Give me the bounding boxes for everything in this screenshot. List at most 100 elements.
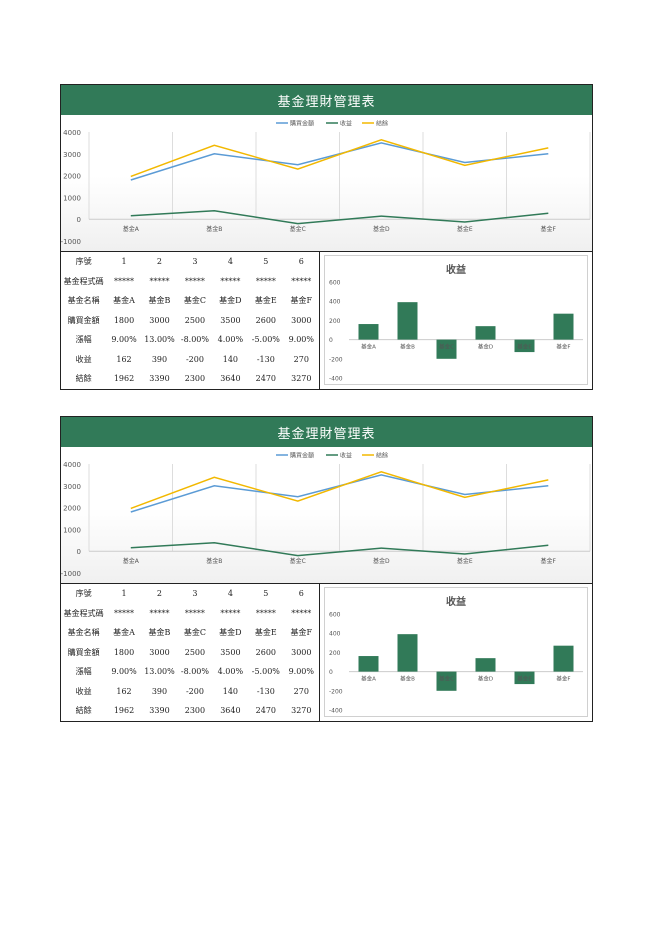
table-cell: 2500 (184, 647, 206, 657)
table-cell: 基金E (254, 628, 277, 638)
fund-table: 序號 1 2 3 4 5 6 基金程式碼 ***** ***** ***** ***** ***** **… (61, 252, 320, 389)
y-tick-label: -1000 (61, 238, 81, 246)
table-cell: 390 (151, 686, 168, 696)
table-cell: 2 (156, 589, 163, 599)
table-cell: 基金C (183, 296, 206, 306)
table-cell: 2600 (255, 647, 277, 657)
table-cell: 5 (263, 589, 269, 599)
y-tick-label: 4000 (63, 461, 81, 469)
bar-chart-svg: 收益 600 400 200 0 -200 -400 基金A 基金B 基金C 基金D 基金E 基金F (329, 263, 583, 383)
table-cell: ***** (255, 276, 276, 286)
table-row: 購買金額 1800 3000 2500 3500 2600 3000 (61, 643, 319, 663)
y-tick-label: 1000 (63, 526, 81, 534)
line-chart: 4000 3000 2000 1000 0 -1000 基金A 基金B 基金C 基金D 基金E 基金F… (61, 115, 592, 252)
table-cell: 2470 (255, 374, 277, 384)
x-tick-label: 基金A (123, 557, 140, 565)
y-tick-label: 600 (329, 280, 341, 287)
series-line-2 (130, 541, 549, 557)
x-tick-label: 基金E (457, 557, 473, 565)
bar (514, 339, 535, 353)
row-header: 結餘 (75, 706, 92, 716)
y-tick-label: -200 (329, 688, 343, 695)
table-cell: 2300 (184, 706, 206, 716)
y-tick-label: 200 (329, 650, 341, 657)
row-header: 漲幅 (75, 335, 92, 345)
x-tick-label: 基金A (361, 343, 376, 351)
table-cell: 162 (116, 686, 132, 696)
y-tick-label: 0 (77, 548, 81, 556)
table-cell: 基金D (219, 296, 242, 306)
table-cell: 1800 (113, 315, 135, 325)
table-cell: -130 (256, 686, 275, 696)
table-cell: 3640 (220, 374, 241, 384)
x-tick-label: 基金C (290, 557, 306, 565)
table-cell: ***** (184, 608, 205, 618)
y-tick-label: 4000 (63, 129, 81, 137)
x-tick-label: 基金D (373, 225, 390, 233)
y-tick-label: 2000 (63, 505, 81, 513)
table-cell: 270 (293, 686, 309, 696)
table-cell: 3270 (291, 706, 312, 716)
table-cell: 1 (121, 589, 127, 599)
row-header: 收益 (75, 686, 92, 696)
table-cell: 3500 (220, 647, 241, 657)
y-tick-label: 0 (329, 337, 333, 344)
y-tick-label: 600 (329, 612, 341, 619)
sheet-title: 基金理財管理表 (61, 85, 592, 115)
x-tick-label: 基金C (439, 675, 454, 683)
table-cell: 9.00% (111, 335, 137, 345)
x-tick-label: 基金B (400, 675, 415, 683)
y-tick-label: -1000 (61, 570, 81, 578)
table-row: 基金程式碼 ***** ***** ***** ***** ***** ***** (61, 604, 319, 624)
table-cell: 140 (222, 686, 239, 696)
bar (397, 302, 418, 340)
table-cell: ***** (184, 276, 205, 286)
row-header: 結餘 (75, 374, 92, 384)
legend-label: 結餘 (376, 452, 388, 460)
table-cell: ***** (149, 276, 170, 286)
bar (475, 326, 496, 340)
x-tick-label: 基金F (541, 557, 557, 565)
table-cell: 4.00% (217, 667, 244, 677)
table-cell: 1962 (113, 374, 135, 384)
row-header: 收益 (75, 354, 92, 364)
table-row: 序號 1 2 3 4 5 6 (61, 252, 319, 272)
table-cell: 3000 (149, 647, 170, 657)
table-cell: 2300 (184, 374, 206, 384)
table-cell: 3000 (291, 315, 312, 325)
table-cell: ***** (291, 276, 312, 286)
table-cell: ***** (114, 608, 135, 618)
x-tick-label: 基金E (457, 225, 473, 233)
y-tick-label: 1000 (63, 194, 81, 202)
bar (436, 671, 457, 691)
bar-chart-title: 收益 (446, 263, 466, 276)
table-cell: -130 (256, 354, 275, 364)
table-cell: 1800 (113, 647, 135, 657)
row-header: 基金名稱 (67, 296, 100, 306)
table-cell: 2600 (255, 315, 277, 325)
row-header: 序號 (75, 257, 92, 267)
table-row: 序號 1 2 3 4 5 6 (61, 584, 319, 604)
y-tick-label: 3000 (63, 151, 81, 159)
x-tick-label: 基金B (400, 343, 415, 351)
y-tick-label: 400 (329, 299, 341, 306)
fund-sheet-1: 基金理財管理表 4000 3000 2000 1000 0 -1000 基金A 基金B 基金C 基… (60, 84, 593, 390)
row-header: 基金名稱 (67, 628, 100, 638)
legend-label: 收益 (340, 452, 352, 460)
x-tick-label: 基金B (206, 557, 222, 565)
y-tick-label: -400 (329, 376, 343, 383)
bar (553, 313, 574, 340)
x-tick-label: 基金F (556, 343, 570, 351)
row-header: 購買金額 (67, 647, 100, 657)
table-cell: -8.00% (180, 667, 209, 677)
x-tick-label: 基金C (439, 343, 454, 351)
bar (397, 634, 418, 672)
table-cell: -5.00% (251, 335, 280, 345)
legend-label: 購買金額 (290, 120, 314, 128)
bar (358, 656, 379, 672)
table-cell: 13.00% (144, 335, 175, 345)
table-cell: 2 (156, 257, 163, 267)
series-line-3 (130, 139, 549, 178)
bar-chart-svg: 收益 600 400 200 0 -200 -400 基金A 基金B 基金C 基金D 基金E 基金F (329, 595, 583, 715)
row-header: 基金程式碼 (63, 608, 104, 618)
